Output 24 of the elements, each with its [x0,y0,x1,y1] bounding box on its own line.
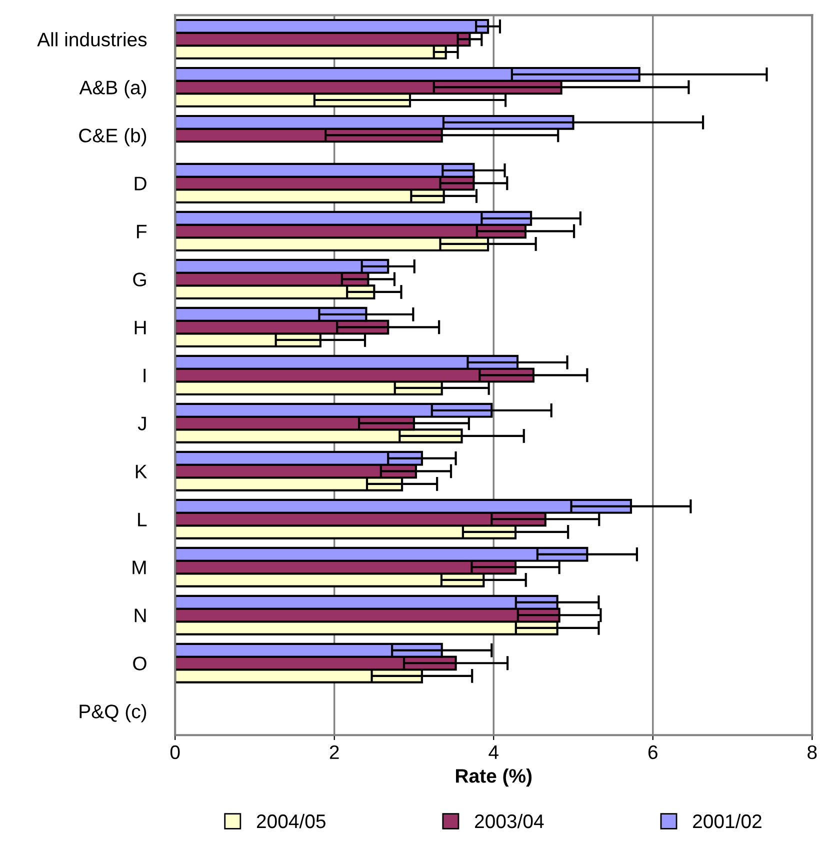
y-tick-label: G [133,272,146,286]
y-tick-label: K [136,464,148,478]
y-tick-label: A&B (a) [79,80,146,98]
x-tick-label: 8 [808,745,817,760]
x-tick-label: 2 [330,745,339,759]
y-tick-label: D [134,176,146,190]
y-tick-label: P&Q (c) [80,704,146,722]
x-axis-title: Rate (%) [456,768,532,787]
y-tick-label: M [132,560,146,574]
y-tick-label: L [138,512,147,526]
y-tick-label: H [134,320,146,334]
legend-label: 2004/05 [256,814,326,828]
x-tick-label: 4 [488,746,498,759]
y-tick-label: F [137,224,147,238]
y-tick-label: O [133,656,146,670]
legend-label: 2001/02 [693,814,762,828]
y-tick-label: J [138,416,146,430]
y-tick-label: All industries [37,32,147,46]
y-tick-label: I [144,368,146,382]
y-tick-label: C&E (b) [79,128,146,146]
legend-label: 2003/04 [475,814,544,828]
y-tick-label: N [134,608,146,622]
x-tick-label: 6 [648,745,658,760]
x-tick-label: 0 [170,745,180,760]
